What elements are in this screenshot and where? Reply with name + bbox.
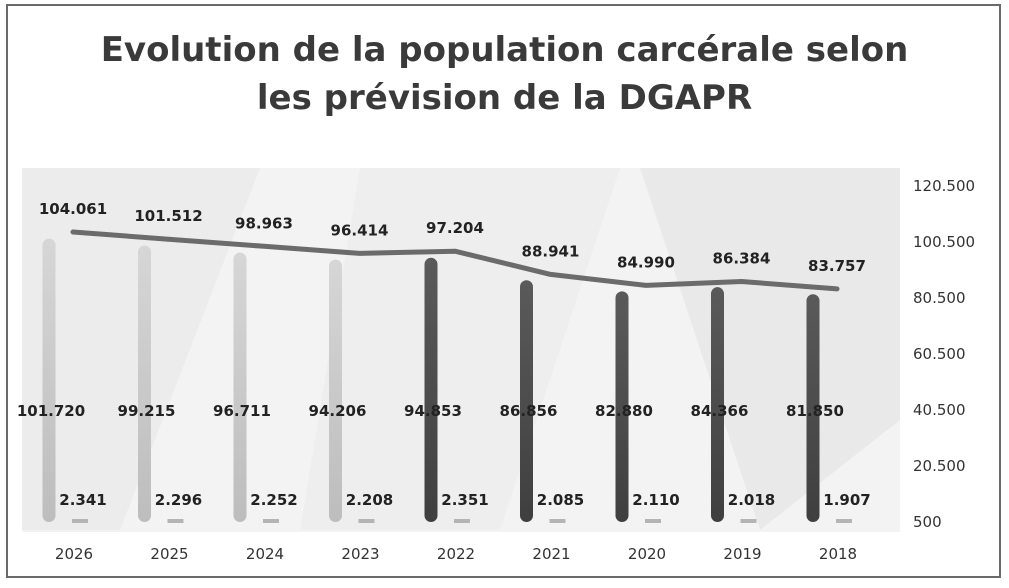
total-label-2022: 97.204 [426, 219, 484, 237]
bar-women-2021 [549, 519, 566, 523]
y-tick-20.500: 20.500 [913, 457, 966, 475]
bar-women-2026 [72, 519, 88, 523]
men-label-2019: 84.366 [691, 402, 749, 420]
x-tick-2018: 2018 [819, 545, 857, 563]
total-label-2023: 96.414 [331, 221, 389, 239]
chart-title: Evolution de la population carcérale sel… [0, 26, 1009, 122]
bar-men-2019 [711, 287, 724, 522]
women-label-2024: 2.252 [250, 491, 297, 509]
bar-men-2022 [424, 257, 438, 522]
men-label-2018: 81.850 [786, 402, 844, 420]
bar-men-2018 [806, 294, 820, 522]
bar-women-2025 [167, 519, 184, 523]
bar-women-2020 [645, 519, 661, 523]
y-tick-500: 500 [913, 513, 942, 531]
bar-women-2024 [263, 519, 279, 523]
total-label-2026: 104.061 [39, 200, 107, 218]
women-label-2018: 1.907 [823, 491, 870, 509]
x-tick-2026: 2026 [55, 545, 93, 563]
total-label-2020: 84.990 [617, 253, 675, 271]
men-label-2024: 96.711 [213, 402, 271, 420]
bar-women-2018 [836, 519, 852, 523]
men-label-2022: 94.853 [404, 402, 462, 420]
men-label-2023: 94.206 [309, 402, 367, 420]
x-tick-2019: 2019 [723, 545, 761, 563]
bar-men-2021 [520, 280, 533, 522]
bar-men-2026 [42, 238, 56, 523]
y-tick-120.500: 120.500 [913, 177, 975, 195]
y-tick-80.500: 80.500 [913, 289, 966, 307]
x-tick-2021: 2021 [532, 545, 570, 563]
x-tick-2022: 2022 [437, 545, 475, 563]
bg-facet-3 [640, 168, 900, 530]
x-tick-2023: 2023 [341, 545, 379, 563]
men-label-2020: 82.880 [595, 402, 653, 420]
bar-men-2024 [233, 252, 247, 523]
women-label-2026: 2.341 [59, 491, 106, 509]
y-tick-60.500: 60.500 [913, 345, 966, 363]
total-label-2018: 83.757 [808, 257, 866, 275]
bar-women-2022 [454, 519, 470, 523]
total-label-2025: 101.512 [134, 207, 202, 225]
bar-men-2025 [138, 245, 151, 522]
chart-title-line-2: les prévision de la DGAPR [256, 78, 753, 118]
bar-men-2023 [329, 259, 342, 522]
y-tick-40.500: 40.500 [913, 401, 966, 419]
x-tick-2024: 2024 [246, 545, 284, 563]
bar-women-2023 [358, 519, 375, 523]
women-label-2020: 2.110 [632, 491, 679, 509]
women-label-2019: 2.018 [728, 491, 775, 509]
men-label-2026: 101.720 [17, 402, 85, 420]
women-label-2023: 2.208 [346, 491, 393, 509]
x-tick-2025: 2025 [150, 545, 188, 563]
total-label-2024: 98.963 [235, 214, 293, 232]
women-label-2021: 2.085 [537, 491, 584, 509]
bar-women-2019 [740, 519, 757, 523]
bg-facet-2 [300, 168, 620, 530]
men-label-2021: 86.856 [500, 402, 558, 420]
chart-title-line-1: Evolution de la population carcérale sel… [100, 30, 909, 70]
men-label-2025: 99.215 [118, 402, 176, 420]
total-label-2019: 86.384 [713, 250, 771, 268]
women-label-2025: 2.296 [155, 491, 202, 509]
bar-men-2020 [615, 291, 629, 522]
women-label-2022: 2.351 [441, 491, 488, 509]
y-tick-100.500: 100.500 [913, 233, 975, 251]
x-tick-2020: 2020 [628, 545, 666, 563]
total-label-2021: 88.941 [522, 242, 580, 260]
